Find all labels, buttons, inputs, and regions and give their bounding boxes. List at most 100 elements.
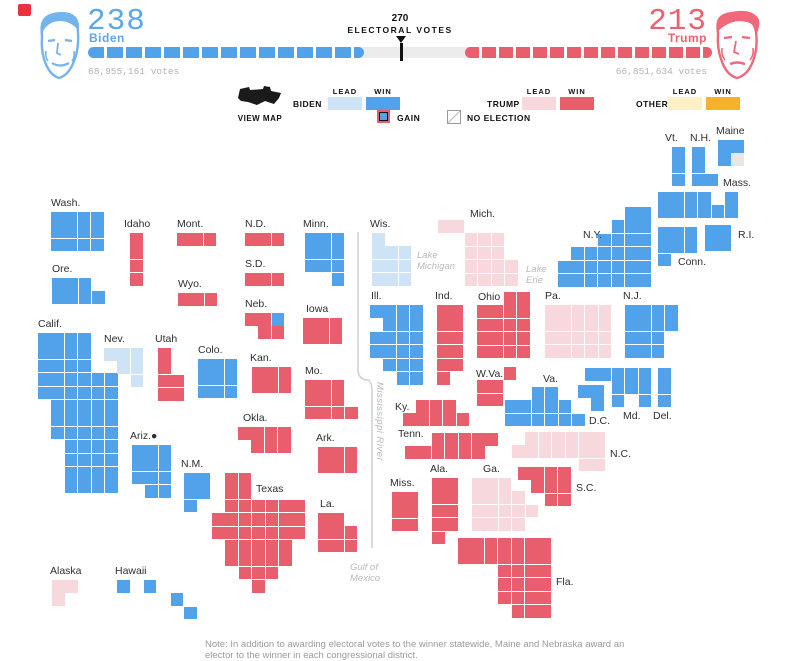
ev-cell [445,478,458,491]
ev-cell [443,413,456,426]
ev-cell [558,493,571,507]
ev-cell [158,485,172,498]
ev-cell [511,551,525,564]
state-label-ala: Ala. [430,463,449,475]
state-label-nev: Nev. [104,333,125,345]
ev-cell [517,318,530,332]
ev-cell [490,393,503,407]
ev-cell [331,513,344,526]
ev-cell [410,358,423,372]
threshold-marker-line [400,43,403,61]
ev-cell [585,345,598,358]
ev-cell [197,473,210,486]
ev-cell [505,413,518,427]
state-label-iowa: Iowa [306,303,329,315]
ev-cell [579,445,592,458]
ev-cell [525,564,538,578]
ev-cell [132,471,145,485]
ev-cell [545,305,558,318]
ev-cell [485,504,498,518]
site-logo[interactable] [18,4,31,16]
ev-cell [638,260,651,274]
ev-cell [318,539,331,553]
state-label-nm: N.M. [181,458,204,470]
ev-cell [64,440,78,453]
ev-cell [238,427,251,440]
ev-cell [525,445,538,458]
ev-cell [658,205,671,218]
ev-cell [91,440,105,453]
ev-cell [398,246,412,259]
ev-cell [585,368,598,381]
ev-cell [625,233,638,247]
ev-cell [78,453,91,467]
ev-cell [279,499,292,513]
ev-cell [91,400,105,413]
state-label-ri: R.I. [738,229,755,241]
ev-cell [370,345,383,358]
ev-cell [598,345,612,358]
ev-cell [344,447,358,460]
ev-cell [383,305,396,318]
ev-cell [64,480,78,493]
ev-cell [484,538,498,551]
ev-cell [130,374,144,388]
ev-cell [498,538,511,551]
ev-cell [445,518,458,531]
ev-cell [331,246,345,259]
ev-cell [265,553,279,566]
ev-cell [538,591,551,605]
ev-cell [592,432,605,445]
ev-cell [278,367,292,380]
ev-cell [625,220,638,233]
ev-cell [472,433,485,446]
ev-cell [64,426,78,440]
ev-cell [117,348,130,361]
ev-cell [592,458,605,472]
ev-cell [538,445,552,458]
ev-cell [579,432,592,445]
threshold-label: ELECTORAL VOTES [347,25,453,35]
biden-popular-votes: 68,955,161 votes [88,66,180,77]
state-label-nc: N.C. [610,448,631,460]
ev-cell [517,332,530,345]
legend-swatch-other-win [706,97,740,110]
ev-cell [252,380,265,393]
ev-cell [64,413,78,426]
ev-cell [450,305,463,318]
threshold-marker-triangle [396,36,406,43]
annotation-lake-michigan: Lake Michigan [417,250,456,272]
ev-cell [579,458,592,472]
ev-cell [158,361,171,374]
annotation-gulf-of-mexico: Gulf of Mexico [350,562,381,584]
ev-cell [265,367,278,380]
ev-cell [105,467,118,480]
ev-cell [625,260,638,274]
ev-cell [437,331,450,345]
ev-cell [525,591,538,605]
ev-cell [158,348,171,361]
ev-cell [531,413,545,427]
ev-cell [331,460,344,473]
ev-cell [91,426,105,440]
ev-cell [477,380,490,393]
ev-cell [625,274,638,287]
ev-cell [64,467,78,480]
ev-cell [204,293,218,306]
ev-cell [671,227,684,240]
ev-cell [498,518,512,531]
ev-cell [252,513,265,526]
ev-cell [238,540,252,553]
ev-cell [396,372,410,385]
ev-cell [451,220,464,233]
ev-cell [671,192,684,205]
electoral-bar [88,36,712,61]
ev-cell [472,446,485,459]
view-map-button[interactable]: VIEW MAP [234,84,286,123]
state-label-ga: Ga. [483,463,500,475]
ev-cell [671,240,684,253]
ev-cell [611,220,625,233]
ev-cell [503,367,517,380]
ev-cell [503,305,517,318]
ev-cell [458,446,472,459]
